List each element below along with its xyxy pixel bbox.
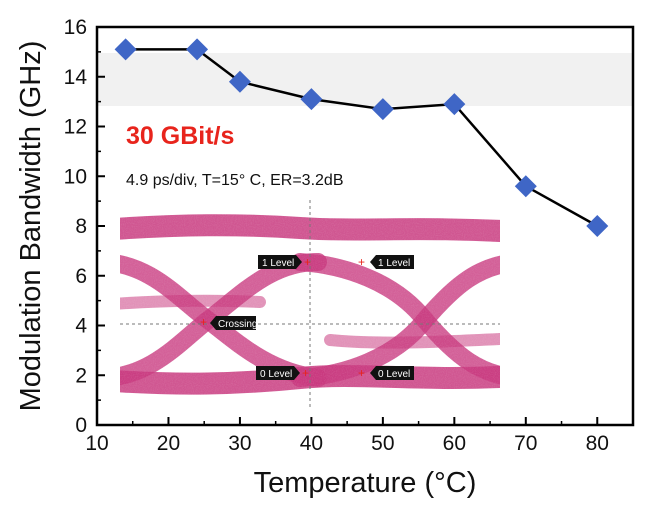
- y-tick-label: 6: [75, 265, 87, 288]
- data-point-marker: [586, 215, 609, 237]
- series-line: [125, 48, 598, 228]
- svg-text:1 Level: 1 Level: [262, 258, 294, 269]
- marker-0-level-left: 0 Level +: [256, 366, 309, 380]
- y-tick-label: 14: [64, 66, 88, 89]
- inset-caption-box: [120, 158, 500, 198]
- data-point-marker: [186, 38, 209, 61]
- y-tick-label: 16: [64, 16, 87, 39]
- data-point-marker: [300, 88, 323, 111]
- svg-text:+: +: [200, 315, 207, 329]
- y-axis-title: Modulation Bandwidth (GHz): [15, 41, 47, 412]
- x-tick-label: 40: [300, 432, 323, 455]
- svg-text:Crossing: Crossing: [218, 319, 257, 330]
- y-tick-label: 2: [75, 364, 87, 387]
- x-tick-label: 50: [371, 432, 394, 455]
- svg-text:+: +: [304, 255, 311, 269]
- y-tick-label: 4: [75, 315, 87, 338]
- y-tick-label: 0: [75, 414, 87, 437]
- y-tick-label: 8: [75, 215, 87, 238]
- svg-text:0 Level: 0 Level: [260, 369, 292, 380]
- y-tick-label: 12: [64, 116, 87, 139]
- eye-diagram-inset: 4.9 ps/div, T=15° C, ER=3.2dB 1 Level + …: [120, 158, 500, 410]
- y-axis: 0 2 4 6 8 10 12 14 16: [64, 16, 105, 437]
- x-tick-label: 80: [586, 432, 609, 455]
- data-point-marker: [514, 175, 537, 198]
- marker-1-level-right: + 1 Level: [358, 255, 414, 269]
- x-tick-label: 20: [157, 432, 180, 455]
- inset-caption: 4.9 ps/div, T=15° C, ER=3.2dB: [126, 172, 343, 189]
- highlight-band: [97, 53, 633, 106]
- marker-0-level-right: + 0 Level: [358, 366, 414, 380]
- x-axis-title: Temperature (°C): [254, 467, 477, 499]
- data-point-marker: [371, 98, 394, 121]
- series-group: [114, 38, 609, 237]
- y-tick-label: 10: [64, 165, 87, 188]
- x-tick-label: 60: [443, 432, 466, 455]
- x-tick-label: 70: [514, 432, 537, 455]
- data-point-marker: [114, 38, 137, 61]
- x-tick-label: 30: [228, 432, 251, 455]
- marker-crossing: + Crossing: [200, 315, 257, 330]
- marker-1-level-left: 1 Level +: [258, 255, 311, 269]
- x-tick-label: 10: [85, 432, 108, 455]
- svg-text:+: +: [302, 366, 309, 380]
- svg-text:1 Level: 1 Level: [378, 258, 410, 269]
- svg-text:+: +: [358, 255, 365, 269]
- x-axis: 10 20 30 40 50 60 70 80: [85, 417, 609, 455]
- svg-text:0 Level: 0 Level: [378, 369, 410, 380]
- svg-text:+: +: [358, 366, 365, 380]
- annotation-30-gbit: 30 GBit/s: [126, 122, 234, 150]
- data-point-marker: [228, 70, 251, 93]
- data-point-marker: [443, 93, 466, 116]
